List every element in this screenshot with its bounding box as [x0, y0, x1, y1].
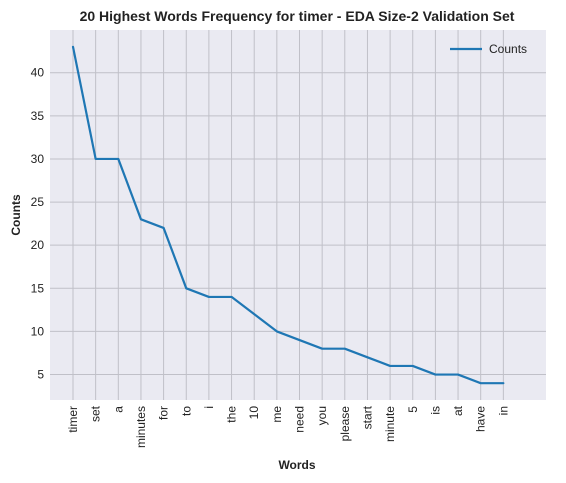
x-tick-labels: timer set a minutes for to i the 10 me need you plea…	[66, 405, 510, 448]
x-tick-label: is	[428, 406, 442, 415]
data-point	[140, 218, 142, 220]
x-tick-label: a	[111, 406, 125, 413]
x-tick-label: i	[202, 406, 216, 409]
chart-title: 20 Highest Words Frequency for timer - E…	[80, 8, 515, 24]
y-tick-label: 25	[31, 195, 45, 209]
data-point	[457, 373, 459, 375]
x-tick-label: set	[89, 405, 103, 422]
data-point	[94, 158, 96, 160]
data-point	[366, 356, 368, 358]
data-point	[185, 287, 187, 289]
grid-lines	[50, 30, 546, 400]
y-tick-labels: 5 10 15 20 25 30 35 40	[31, 66, 45, 382]
data-point	[208, 296, 210, 298]
y-axis-label: Counts	[9, 194, 23, 236]
x-tick-label: the	[225, 406, 239, 423]
x-tick-label: have	[474, 406, 488, 432]
x-tick-label: me	[270, 406, 284, 423]
data-point	[276, 330, 278, 332]
y-tick-label: 5	[37, 368, 44, 382]
x-tick-label: to	[179, 406, 193, 416]
x-tick-label: for	[157, 406, 171, 420]
x-tick-label: please	[338, 406, 352, 442]
data-point	[298, 339, 300, 341]
x-axis-label: Words	[278, 458, 315, 472]
legend: Counts	[450, 42, 527, 56]
x-tick-label: in	[496, 406, 510, 415]
y-tick-label: 20	[31, 238, 45, 252]
y-tick-label: 15	[31, 281, 45, 295]
data-point	[480, 382, 482, 384]
series-line-counts	[71, 45, 505, 385]
y-tick-label: 40	[31, 66, 45, 80]
series-layer	[71, 45, 505, 385]
x-tick-label: minutes	[134, 406, 148, 448]
x-tick-label: timer	[66, 406, 80, 433]
x-tick-label: you	[315, 406, 329, 425]
y-tick-label: 35	[31, 109, 45, 123]
data-point	[117, 158, 119, 160]
data-point	[253, 313, 255, 315]
y-tick-label: 10	[31, 324, 45, 338]
data-point	[502, 382, 504, 384]
data-point	[230, 296, 232, 298]
data-point	[412, 365, 414, 367]
x-tick-label: need	[293, 406, 307, 433]
x-tick-label: minute	[383, 406, 397, 442]
data-point	[321, 347, 323, 349]
x-tick-label: 10	[247, 406, 261, 420]
data-point	[389, 365, 391, 367]
plot-area	[50, 30, 546, 400]
data-point	[72, 46, 74, 48]
data-point	[434, 373, 436, 375]
data-point	[344, 347, 346, 349]
x-tick-label: 5	[406, 406, 420, 413]
x-tick-label: start	[360, 405, 374, 429]
legend-label-counts: Counts	[489, 42, 527, 56]
y-tick-label: 30	[31, 152, 45, 166]
data-point	[162, 227, 164, 229]
x-tick-label: at	[451, 405, 465, 416]
